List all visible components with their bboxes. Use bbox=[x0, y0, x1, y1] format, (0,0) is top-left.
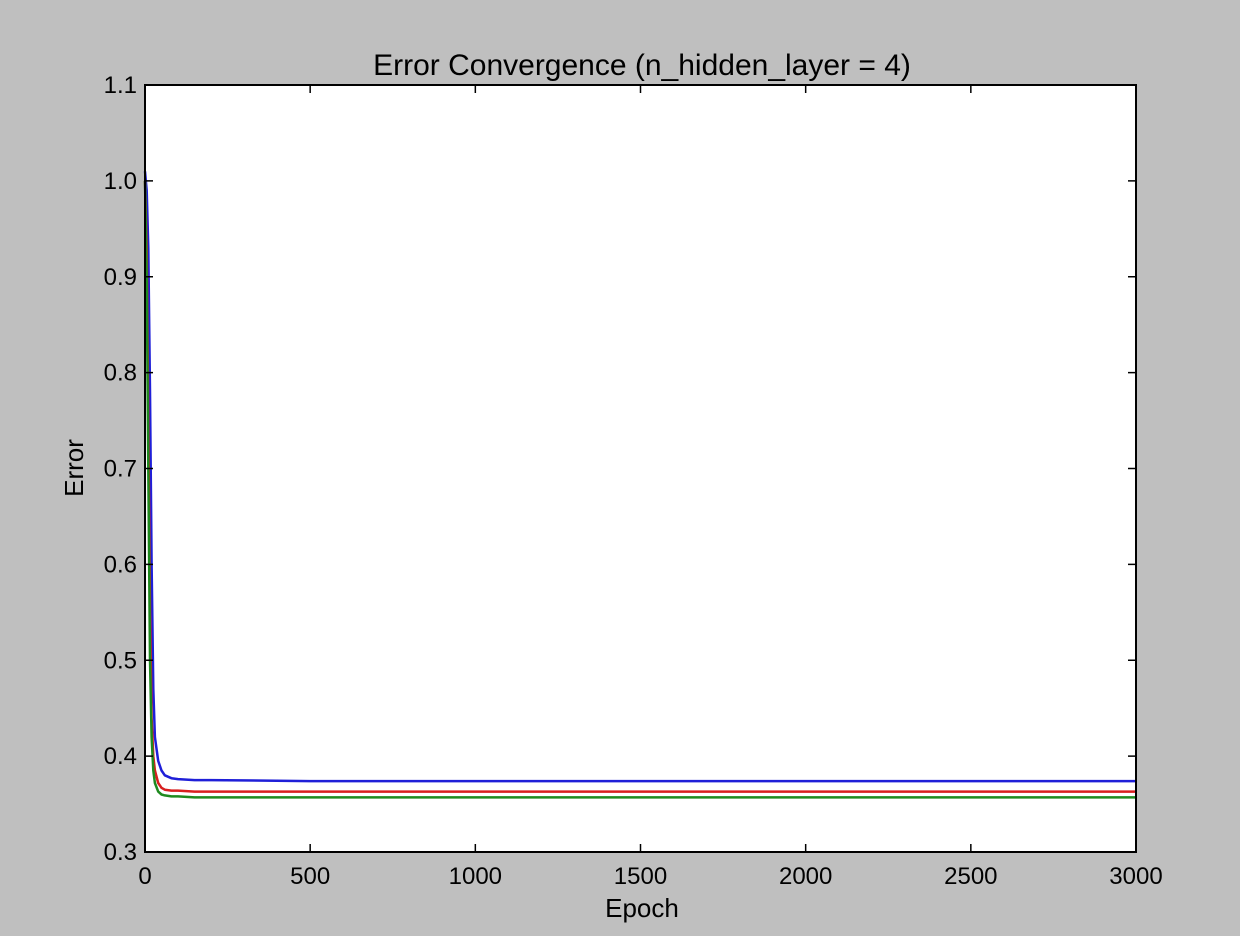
y-tick-label: 0.6 bbox=[104, 551, 137, 578]
x-tick-label: 3000 bbox=[1109, 863, 1162, 890]
series-line-1 bbox=[143, 171, 1136, 783]
y-tick-label: 0.7 bbox=[104, 456, 137, 483]
y-tick-label: 1.0 bbox=[104, 168, 137, 195]
y-tick-label: 0.9 bbox=[104, 264, 137, 291]
x-tick-label: 500 bbox=[290, 863, 330, 890]
x-tick-label: 0 bbox=[138, 863, 151, 890]
series-layer bbox=[143, 171, 1136, 799]
ticks-layer: 0 500 1000 1500 2000 2500 3000 0.3 0.4 0.5 0.6 0.7 0… bbox=[104, 72, 1163, 890]
y-tick-label: 0.5 bbox=[104, 647, 137, 674]
x-tick-label: 2000 bbox=[779, 863, 832, 890]
y-tick-label: 0.4 bbox=[104, 743, 137, 770]
y-tick-label: 0.3 bbox=[104, 839, 137, 866]
y-tick-label: 0.8 bbox=[104, 360, 137, 387]
x-tick-label: 1000 bbox=[449, 863, 502, 890]
x-tick-label: 1500 bbox=[614, 863, 667, 890]
y-axis-label: Error bbox=[59, 439, 89, 497]
x-axis-label: Epoch bbox=[605, 893, 679, 923]
y-tick-label: 1.1 bbox=[104, 72, 137, 99]
chart-title: Error Convergence (n_hidden_layer = 4) bbox=[373, 49, 911, 82]
x-tick-label: 2500 bbox=[944, 863, 997, 890]
plot-area bbox=[145, 85, 1136, 852]
series-line-3 bbox=[143, 180, 1136, 799]
